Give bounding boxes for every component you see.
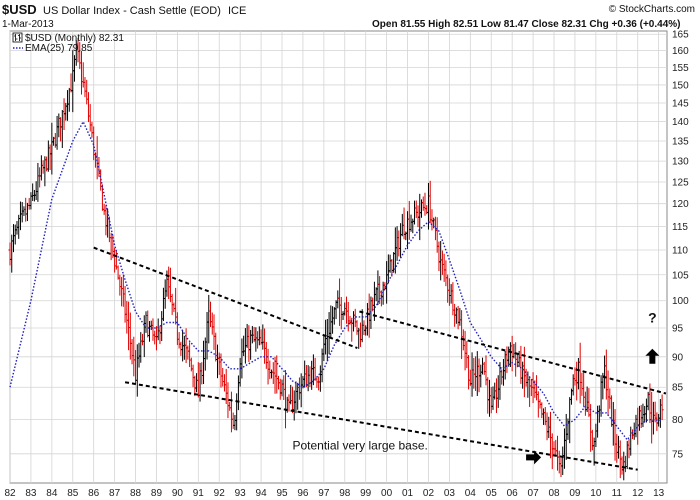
ema-series-line [9,120,663,441]
x-tick-label: 97 [318,488,330,499]
x-tick-label: 08 [548,488,560,499]
x-tick-label: 93 [235,488,247,499]
x-tick-label: 92 [214,488,226,499]
y-tick-label: 105 [672,270,689,281]
x-tick-label: 94 [256,488,268,499]
y-tick-label: 85 [672,383,684,394]
legend-price: $USD (Monthly) 82.31 [25,33,124,44]
annotation-base: Potential very large base. [292,439,427,453]
trendlines [93,246,667,471]
x-tick-label: 96 [297,488,309,499]
x-tick-label: 06 [507,488,519,499]
y-tick-label: 155 [672,63,689,74]
x-tick-label: 86 [88,488,100,499]
ohlc-bars-icon [14,34,21,41]
y-axis-labels: 75 80 85 90 95 100 105 110 115 120 125 130 135 140 145… [672,30,689,461]
x-tick-label: 00 [381,488,393,499]
arrow-right-icon [526,450,542,465]
chart-date: 1-Mar-2013 [2,19,54,30]
exchange-label: ICE [228,5,246,17]
x-tick-label: 09 [569,488,581,499]
y-tick-label: 160 [672,46,689,57]
x-tick-label: 95 [276,488,288,499]
x-tick-label: 83 [25,488,37,499]
y-tick-label: 135 [672,137,689,148]
y-tick-label: 120 [672,199,689,210]
x-tick-label: 04 [465,488,477,499]
x-tick-label: 87 [109,488,121,499]
x-tick-label: 88 [130,488,142,499]
markers [526,348,660,465]
x-tick-label: 90 [172,488,184,499]
ohlc-bar [660,394,664,421]
y-tick-label: 95 [672,324,684,335]
y-tick-label: 130 [672,157,689,168]
y-tick-label: 140 [672,117,689,128]
x-tick-label: 12 [632,488,644,499]
symbol-title: $USD [2,2,37,17]
x-tick-label: 02 [423,488,435,499]
x-tick-label: 84 [46,488,58,499]
x-tick-label: 89 [151,488,163,499]
x-tick-label: 03 [444,488,456,499]
y-tick-label: 110 [672,246,688,257]
quote-line: Open 81.55 High 82.51 Low 81.47 Close 82… [372,19,680,30]
x-tick-label: 05 [486,488,498,499]
x-tick-label: 82 [4,488,16,499]
y-tick-label: 150 [672,80,689,91]
x-tick-label: 98 [339,488,351,499]
arrow-up-icon [645,348,660,364]
grid [9,31,667,483]
y-tick-label: 145 [672,98,689,109]
x-tick-label: 85 [67,488,79,499]
x-axis-labels: 82 83 84 85 86 87 88 89 90 91 92 93 94 95 96 97 98 99 00 01… [4,488,664,499]
y-tick-label: 100 [672,296,689,307]
trendline [124,381,638,471]
x-tick-label: 07 [528,488,540,499]
annotation-question: ? [648,309,657,325]
trendline [93,246,358,349]
x-tick-label: 01 [402,488,414,499]
x-tick-label: 99 [360,488,372,499]
ohlc-legend-icon [12,32,23,43]
price-bars [8,37,664,481]
plot-area [9,30,668,484]
x-tick-label: 13 [653,488,665,499]
watermark: © StockCharts.com [609,4,695,15]
x-tick-label: 10 [590,488,602,499]
ema-line [9,120,663,441]
trendline [359,310,667,395]
x-tick-label: 91 [193,488,205,499]
instrument-name: US Dollar Index - Cash Settle (EOD) [43,5,221,17]
y-tick-label: 125 [672,177,689,188]
legend: $USD (Monthly) 82.31 EMA(25) 79.85 [12,32,124,54]
y-tick-label: 165 [672,30,689,41]
y-tick-label: 115 [672,222,688,233]
legend-ema: EMA(25) 79.85 [25,43,93,54]
y-tick-label: 90 [672,352,684,363]
x-tick-label: 11 [612,488,623,499]
y-tick-label: 75 [672,449,684,460]
y-tick-label: 80 [672,415,684,426]
